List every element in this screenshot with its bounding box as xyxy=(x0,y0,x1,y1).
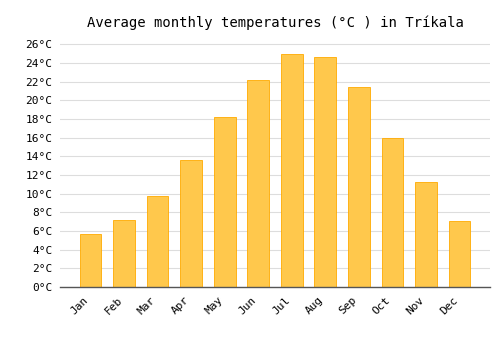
Bar xyxy=(80,234,102,287)
Bar xyxy=(281,54,302,287)
Bar xyxy=(146,196,169,287)
Bar xyxy=(214,117,236,287)
Bar xyxy=(248,80,269,287)
Bar xyxy=(314,57,336,287)
Bar xyxy=(448,221,470,287)
Bar xyxy=(415,182,437,287)
Bar xyxy=(348,87,370,287)
Bar xyxy=(113,220,135,287)
Bar xyxy=(180,160,202,287)
Title: Average monthly temperatures (°C ) in Tríkala: Average monthly temperatures (°C ) in Tr… xyxy=(86,15,464,30)
Bar xyxy=(382,138,404,287)
